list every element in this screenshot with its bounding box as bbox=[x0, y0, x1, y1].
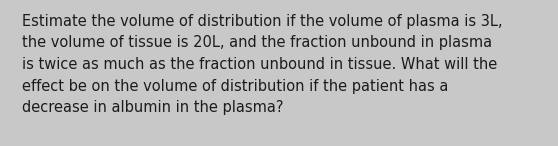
Text: is twice as much as the fraction unbound in tissue. What will the: is twice as much as the fraction unbound… bbox=[22, 57, 497, 72]
Text: the volume of tissue is 20L, and the fraction unbound in plasma: the volume of tissue is 20L, and the fra… bbox=[22, 35, 492, 51]
Text: Estimate the volume of distribution if the volume of plasma is 3L,: Estimate the volume of distribution if t… bbox=[22, 14, 503, 29]
Text: decrease in albumin in the plasma?: decrease in albumin in the plasma? bbox=[22, 100, 283, 115]
Text: effect be on the volume of distribution if the patient has a: effect be on the volume of distribution … bbox=[22, 79, 449, 93]
